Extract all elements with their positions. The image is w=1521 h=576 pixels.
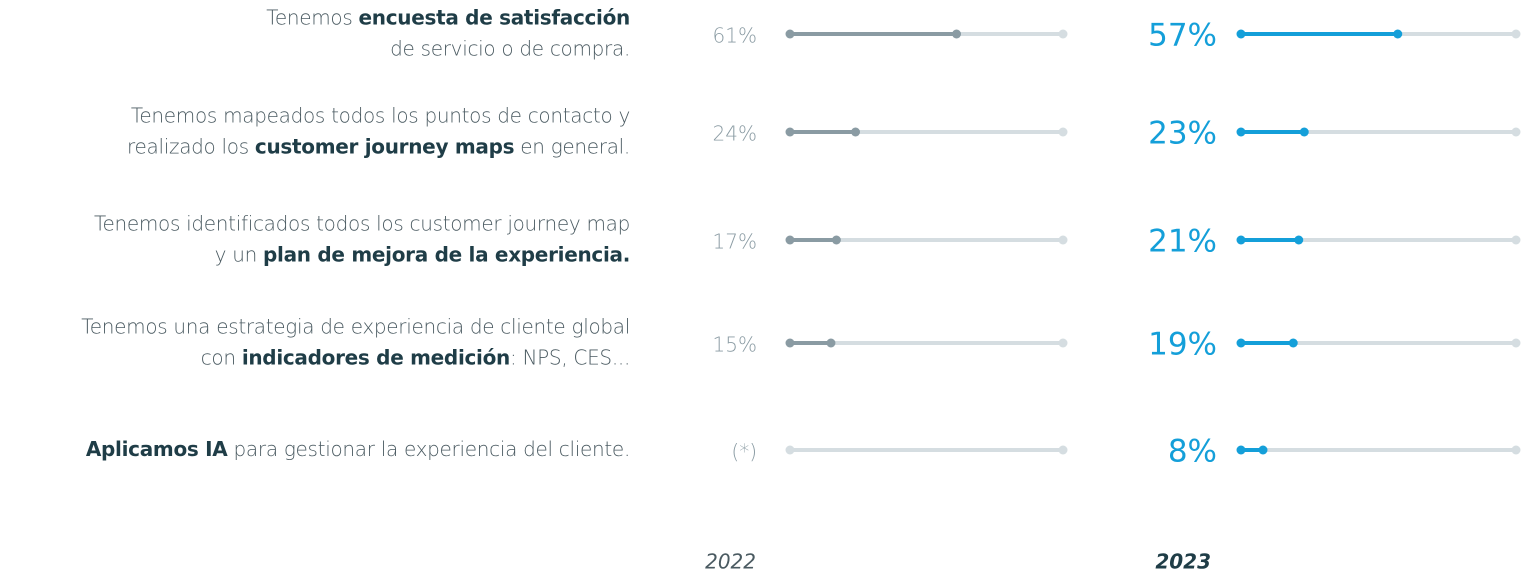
category-label: realizado los customer journey maps en g… [127,134,630,158]
label-part: y un [215,242,263,266]
value-label: 8% [1168,434,1217,470]
track-end [1511,235,1521,245]
value-dot [851,127,861,137]
label-part: realizado los [127,134,255,158]
label-part: Tenemos [266,5,358,29]
value-label: 57% [1148,18,1217,54]
track-start [785,445,795,455]
label-part: encuesta de satisfacción [359,5,631,29]
value-dot [1288,338,1298,348]
label-part: de servicio o de compra. [390,36,630,60]
category-label: y un plan de mejora de la experiencia. [215,242,630,266]
series-name: 2022 [705,550,756,574]
value-dot [952,29,962,39]
value-dot [1294,235,1304,245]
value-dot [1299,127,1309,137]
track-end [1511,338,1521,348]
value-label: 61% [713,24,757,48]
category-label: Tenemos encuesta de satisfacción [266,5,630,29]
category-label: Tenemos una estrategia de experiencia de… [81,314,630,338]
label-part: para gestionar la experiencia del client… [227,437,630,461]
value-label: 19% [1148,327,1217,363]
label-part: con [201,345,242,369]
label-part: plan de mejora de la experiencia. [263,242,630,266]
category-label: Tenemos mapeados todos los puntos de con… [131,103,630,127]
track-end [1058,29,1068,39]
value-label: (*) [731,440,757,464]
value-dot [1258,445,1268,455]
value-label: 17% [713,230,757,254]
track-end [1511,127,1521,137]
label-part: Tenemos una estrategia de experiencia de… [81,314,630,338]
value-label: 24% [713,122,757,146]
label-part: Aplicamos IA [86,437,228,461]
series-name: 2023 [1155,550,1211,574]
track-end [1058,445,1068,455]
category-label: de servicio o de compra. [390,36,630,60]
value-dot [831,235,841,245]
value-label: 15% [713,333,757,357]
track-end [1511,445,1521,455]
label-part: en general. [514,134,630,158]
value-label: 23% [1148,116,1217,152]
category-label: con indicadores de medición: NPS, CES... [201,345,630,369]
track-end [1511,29,1521,39]
category-label: Tenemos identificados todos los customer… [94,211,630,235]
label-part: Tenemos mapeados todos los puntos de con… [131,103,630,127]
value-dot [826,338,836,348]
label-part: indicadores de medición [242,345,510,369]
track-end [1058,338,1068,348]
track-end [1058,235,1068,245]
value-dot [1393,29,1403,39]
label-part: Tenemos identificados todos los customer… [94,211,630,235]
label-part: customer journey maps [255,134,514,158]
category-label: Aplicamos IA para gestionar la experienc… [86,437,630,461]
label-part: : NPS, CES... [510,345,630,369]
track-end [1058,127,1068,137]
value-label: 21% [1148,224,1217,260]
